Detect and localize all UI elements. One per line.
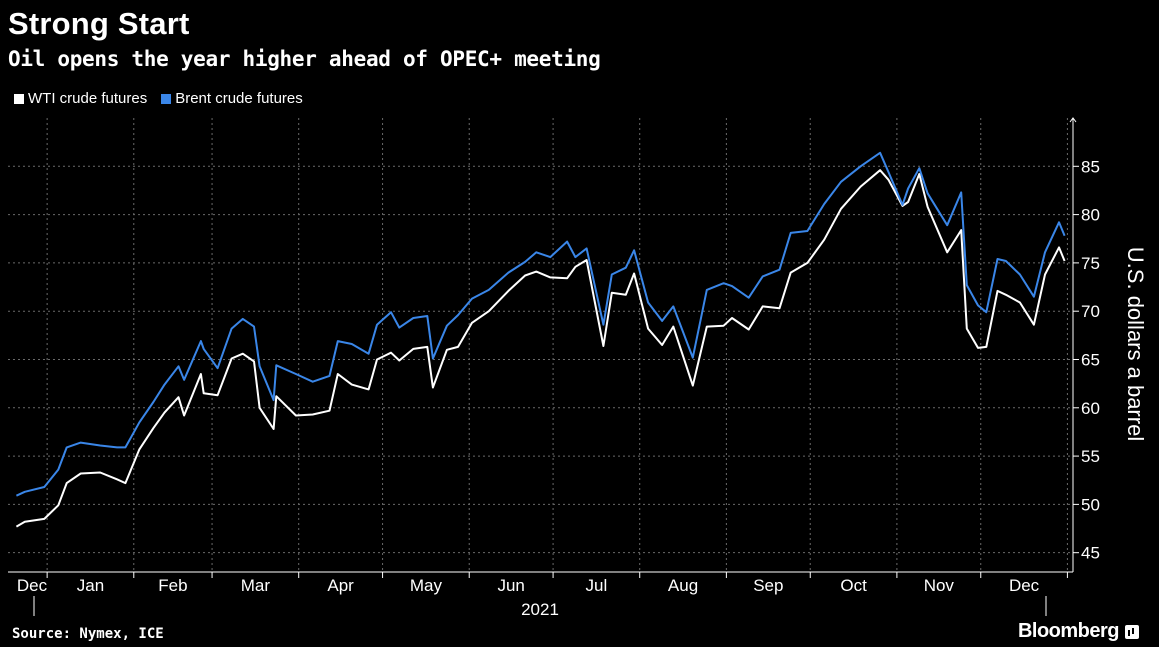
x-tick-label: Aug — [668, 576, 698, 595]
legend-swatch-brent — [161, 93, 172, 104]
chart-subtitle: Oil opens the year higher ahead of OPEC+… — [8, 47, 601, 71]
brand-label: Bloomberg — [1017, 620, 1120, 642]
legend-item-wti: WTI crude futures — [14, 90, 147, 107]
x-tick-label: Feb — [158, 576, 187, 595]
chart-legend: WTI crude futures Brent crude futures — [14, 90, 303, 107]
y-axis-arrow — [1069, 117, 1077, 123]
x-tick-label: Jun — [497, 576, 524, 595]
x-tick-label: Oct — [840, 576, 867, 595]
x-tick-label: Apr — [327, 576, 354, 595]
source-note: Source: Nymex, ICE — [12, 626, 164, 642]
chart-logo-icon — [1125, 624, 1139, 639]
legend-label-brent: Brent crude futures — [175, 90, 303, 107]
y-tick-label: 50 — [1081, 495, 1100, 514]
y-tick-label: 65 — [1081, 350, 1100, 369]
y-tick-label: 45 — [1081, 544, 1100, 563]
y-tick-label: 80 — [1081, 206, 1100, 225]
x-tick-label: Mar — [241, 576, 271, 595]
y-axis-title: U.S. dollars a barrel — [1123, 247, 1148, 441]
x-tick-label: May — [410, 576, 443, 595]
y-tick-label: 70 — [1081, 302, 1100, 321]
legend-swatch-wti — [14, 93, 24, 104]
x-year-label: 2021 — [521, 600, 559, 619]
legend-label-wti: WTI crude futures — [28, 90, 148, 107]
x-tick-label: Jan — [77, 576, 104, 595]
x-tick-label: Nov — [924, 576, 955, 595]
series-line-brent — [15, 151, 1066, 497]
y-tick-label: 75 — [1081, 254, 1100, 273]
bloomberg-logo: Bloomberg — [1018, 620, 1139, 643]
chart-title: Strong Start — [8, 6, 190, 41]
x-tick-label: Jul — [586, 576, 608, 595]
x-tick-label: Sep — [753, 576, 783, 595]
x-tick-label: Dec — [1009, 576, 1040, 595]
y-tick-label: 60 — [1081, 399, 1100, 418]
y-tick-label: 55 — [1081, 447, 1100, 466]
legend-item-brent: Brent crude futures — [161, 90, 303, 107]
x-tick-label: Dec — [17, 576, 48, 595]
y-tick-label: 85 — [1081, 157, 1100, 176]
series-line-wti — [15, 169, 1066, 528]
